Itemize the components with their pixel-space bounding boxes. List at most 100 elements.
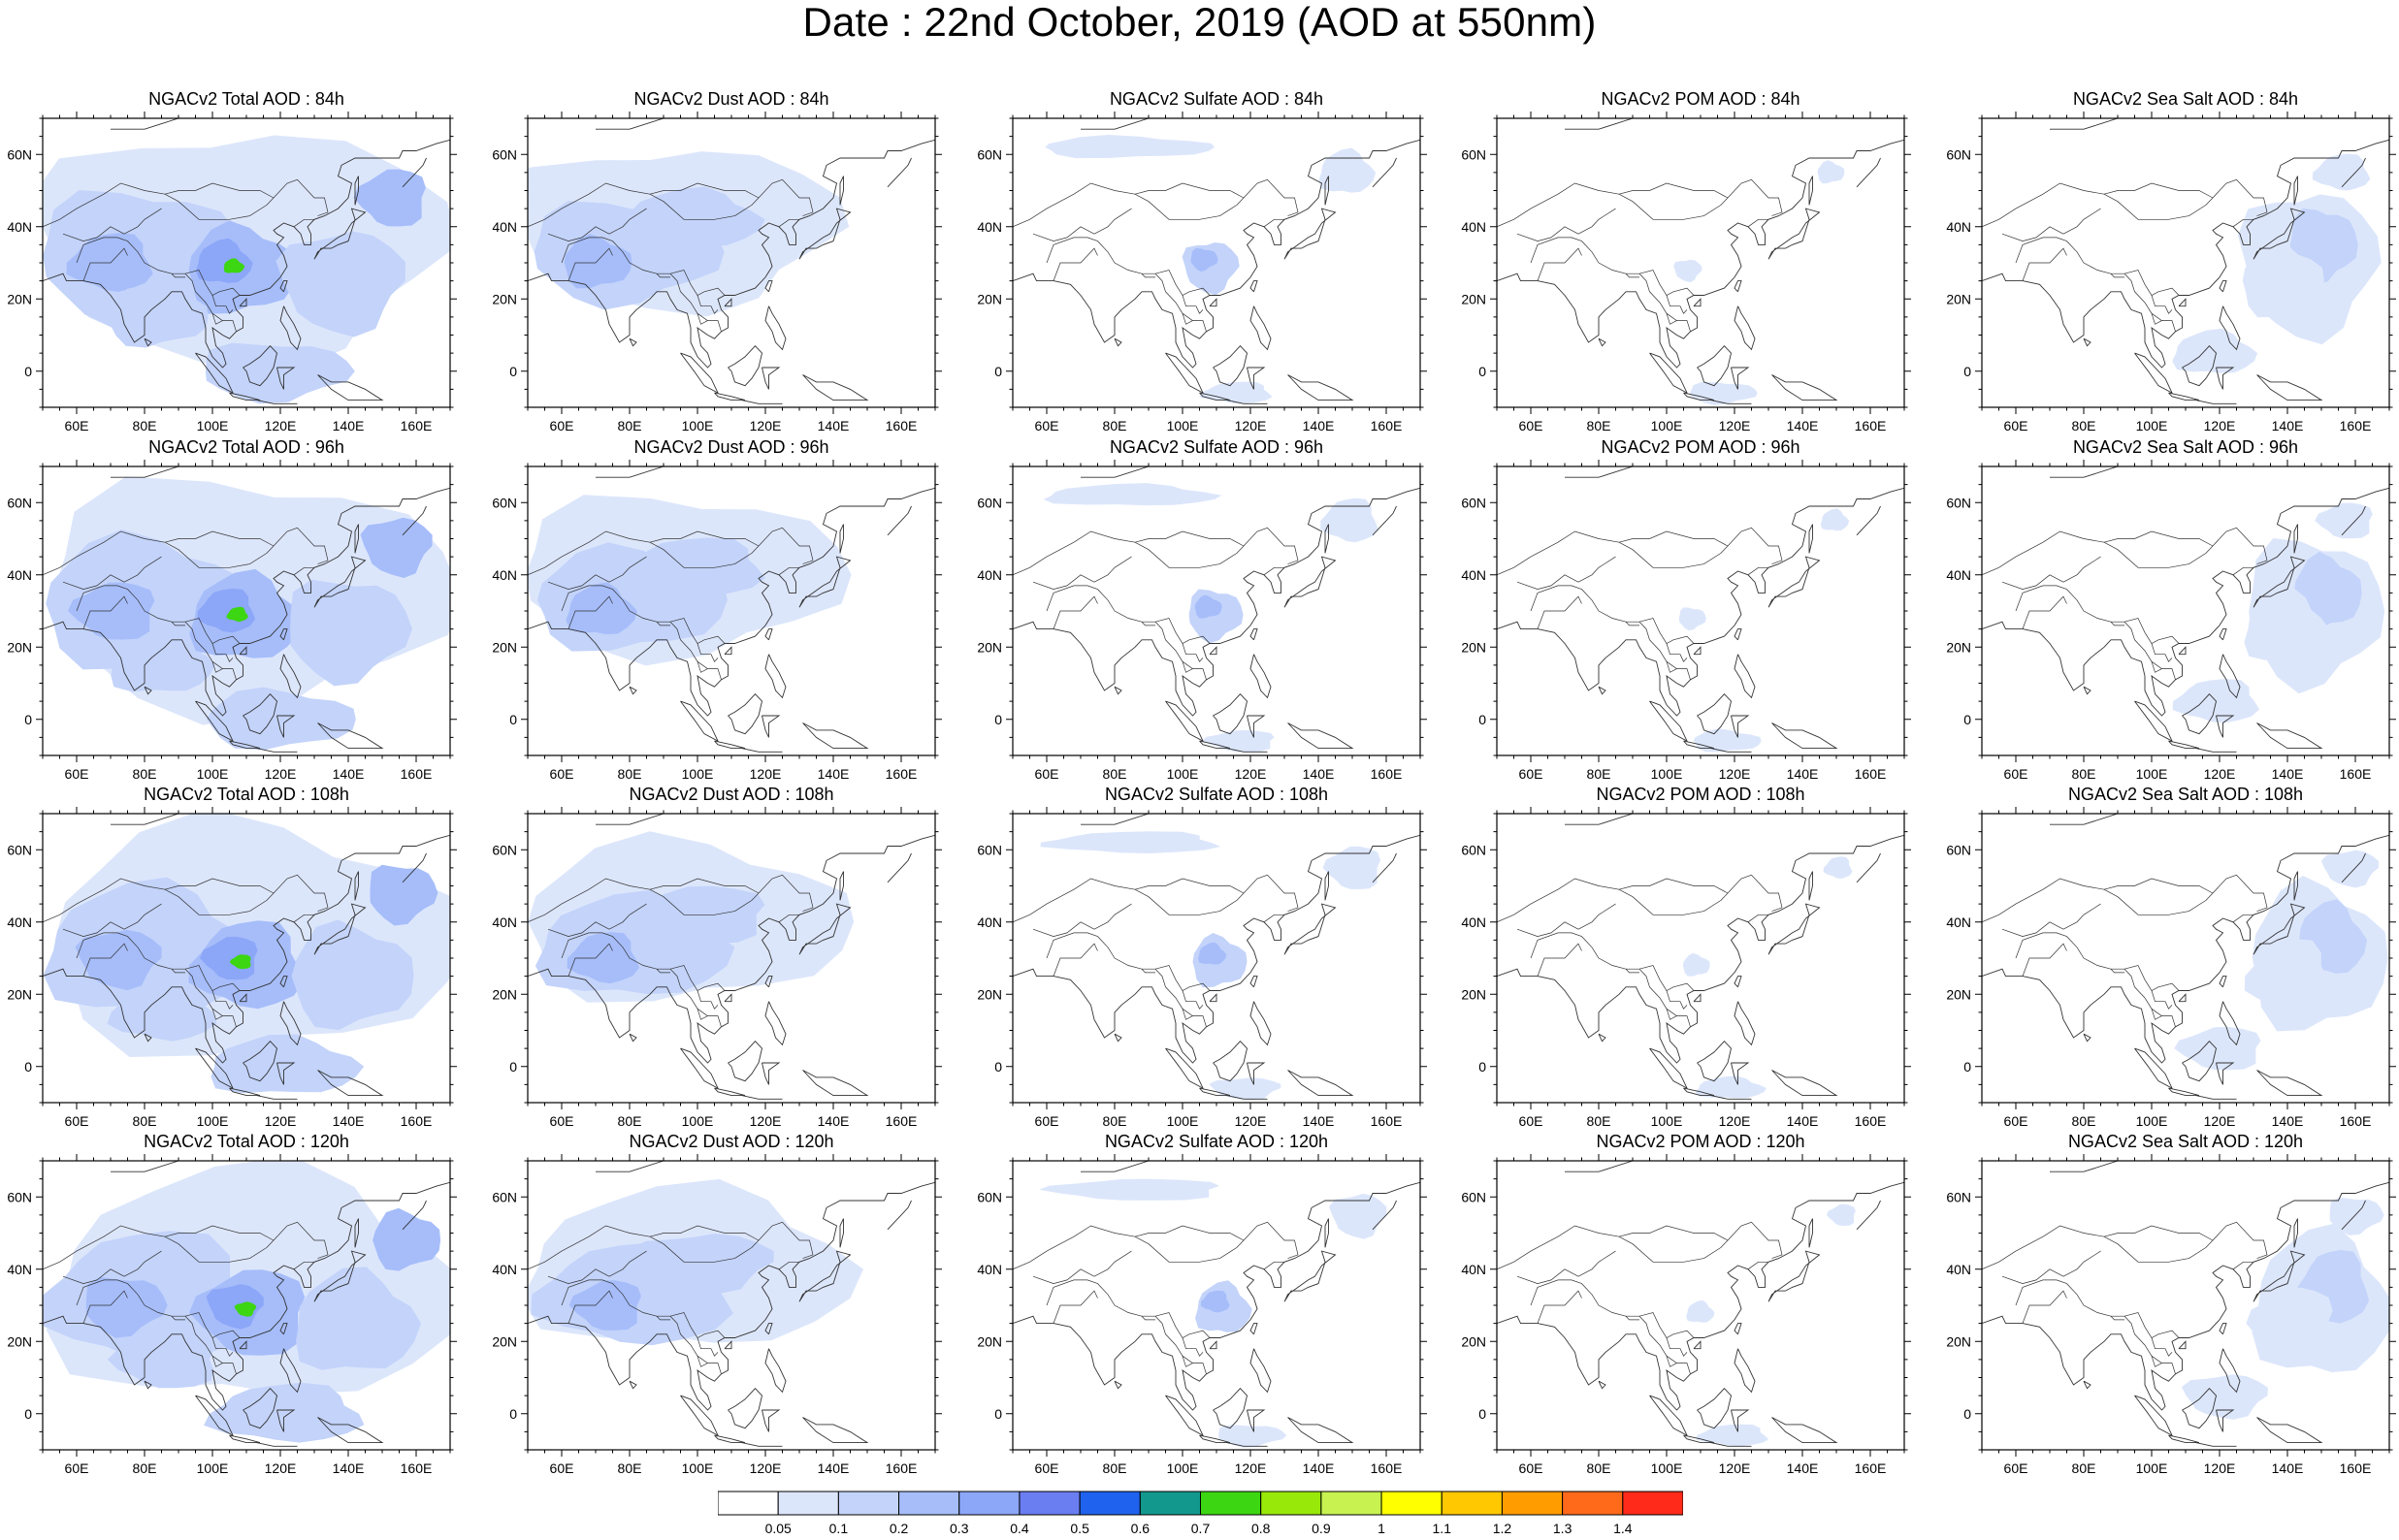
aod-region (1320, 497, 1378, 543)
country-border (1537, 595, 1582, 629)
country-border (1046, 1279, 1211, 1338)
country-border (1263, 566, 1284, 576)
coastline (111, 118, 280, 130)
country-border (1046, 585, 1211, 644)
coastline (1213, 693, 1248, 735)
aod-region (564, 234, 632, 289)
coastline (1249, 628, 1258, 641)
aod-region (630, 1234, 774, 1295)
lon-tick-label: 100E (2136, 1460, 2168, 1476)
country-border (1666, 643, 1688, 662)
coastline (1165, 352, 1204, 395)
coastline (764, 1323, 773, 1335)
country-border (1497, 178, 1783, 228)
aod-map: 60E 80E 100E 120E 140E 160E 60N 40N 20N 0 (1946, 1154, 2396, 1476)
coastline (2050, 466, 2220, 478)
lat-tick-label: 0 (1478, 364, 1486, 379)
coastline (839, 1218, 844, 1248)
aod-field (1682, 856, 1853, 1099)
country-border (1497, 527, 1783, 576)
coastline (1247, 1409, 1266, 1432)
lon-tick-label: 120E (1719, 1113, 1751, 1129)
country-border (669, 968, 722, 1027)
coastline (239, 993, 247, 1003)
lat-tick-label: 0 (1963, 1406, 1971, 1422)
map-panel: NGACv2 POM AOD : 96h 60E 80E 100E 120E 140E 16… (1461, 437, 1982, 785)
country-border (164, 530, 275, 547)
aod-region (223, 258, 245, 273)
aod-region (1827, 1203, 1856, 1226)
coastline (1283, 208, 1337, 260)
coastline (1081, 118, 1250, 130)
lat-tick-label: 40N (7, 567, 32, 583)
coastline (764, 654, 787, 699)
coastline (1697, 1388, 1732, 1429)
aod-map: 60E 80E 100E 120E 140E 160E 60N 40N 20N 0 (1461, 1154, 1911, 1476)
country-border (2110, 1315, 2124, 1321)
country-border (1046, 932, 1211, 991)
lat-tick-label: 40N (1946, 1262, 1971, 1277)
colorbar-label: 1 (1378, 1521, 1385, 1535)
lon-tick-label: 60E (1519, 418, 1543, 433)
country-border (1053, 595, 1098, 629)
aod-region (620, 537, 765, 597)
lat-tick-label: 20N (492, 639, 517, 655)
coastline (764, 305, 787, 351)
coastline (279, 654, 302, 699)
aod-region (2329, 1197, 2384, 1235)
lat-tick-label: 0 (994, 712, 1002, 727)
aod-field (43, 135, 450, 404)
colorbar-box (1501, 1491, 1564, 1516)
coastline (2178, 646, 2187, 656)
coastline (239, 298, 247, 307)
lon-tick-label: 80E (1587, 1460, 1611, 1476)
aod-region (1695, 1075, 1767, 1099)
coastline (1247, 367, 1266, 390)
coastline (2256, 1417, 2323, 1444)
coastline (1683, 740, 1715, 750)
aod-region (1673, 259, 1702, 283)
coastline (43, 834, 450, 1064)
country-border (528, 1221, 814, 1270)
panel-title: NGACv2 Sulfate AOD : 120h (1104, 1132, 1329, 1151)
aod-colorbar: 0.05 0.1 0.2 0.3 0.4 0.5 0.6 0.7 0.8 0.9 1 1.1 1.2 1.… (718, 1491, 1683, 1535)
country-border (2001, 574, 2064, 590)
lon-tick-label: 60E (1035, 418, 1059, 433)
coastline (276, 1409, 296, 1432)
coastline (1249, 280, 1258, 293)
country-border (1013, 1221, 1299, 1270)
aod-field (2181, 1197, 2389, 1420)
coastline (2083, 1033, 2091, 1043)
aod-field (1043, 483, 1378, 753)
coastline (1324, 871, 1329, 901)
coastline (229, 1434, 261, 1444)
lon-tick-label: 160E (1371, 766, 1403, 782)
coastline (229, 740, 261, 750)
map-panel: NGACv2 Sea Salt AOD : 108h 60E 80E 100E 120E… (1946, 785, 2399, 1132)
lon-tick-label: 160E (1371, 1113, 1403, 1129)
country-border (656, 621, 670, 626)
coastline (724, 1340, 732, 1350)
coastline (1165, 700, 1204, 743)
aod-region (360, 517, 433, 578)
country-border (1666, 1337, 1688, 1357)
lat-tick-label: 40N (492, 914, 517, 930)
lat-tick-label: 0 (1963, 712, 1971, 727)
country-border (1134, 1225, 1245, 1241)
aod-region (566, 582, 637, 635)
coastline (1199, 392, 1231, 401)
coastline (728, 1041, 762, 1082)
coastline (1734, 1001, 1756, 1046)
coastline (798, 1250, 852, 1302)
lon-tick-label: 80E (618, 1113, 642, 1129)
lat-tick-label: 40N (492, 1262, 517, 1277)
coastline (1081, 814, 1250, 825)
lon-tick-label: 120E (750, 766, 782, 782)
lon-tick-label: 80E (618, 766, 642, 782)
aod-region (229, 954, 251, 970)
aod-region (205, 342, 355, 404)
aod-region (2244, 939, 2332, 1012)
lon-tick-label: 100E (682, 1460, 714, 1476)
coastline (2134, 1395, 2173, 1437)
coastline (2178, 993, 2187, 1003)
